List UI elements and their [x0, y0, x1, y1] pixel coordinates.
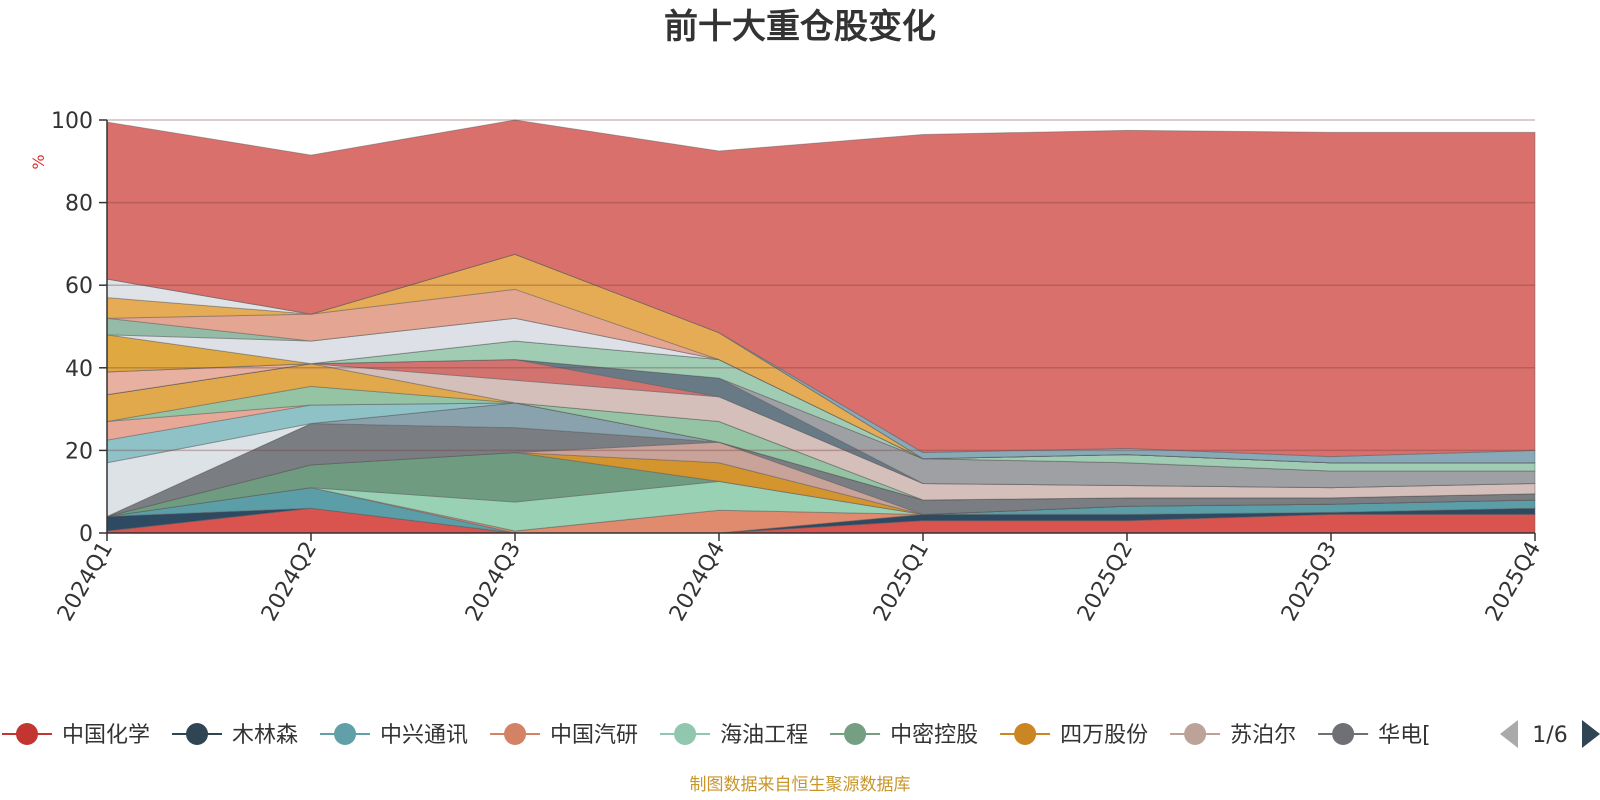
- legend-item-7[interactable]: 四万股份: [1000, 723, 1148, 748]
- y-tick-label-0: 0: [79, 522, 93, 547]
- legend-items: 中国化学 木林森 中兴通讯 中国汽研 海油工程 中密控股 四万股份 苏泊尔 华电[: [2, 723, 1431, 748]
- legend-marker-icon: [844, 723, 867, 745]
- x-tick-label-2025Q1: 2025Q1: [869, 538, 934, 626]
- y-tick-label-20: 20: [65, 439, 93, 464]
- legend-label: 木林森: [232, 723, 298, 748]
- legend-item-5[interactable]: 海油工程: [660, 723, 808, 748]
- legend-item-1[interactable]: 中国化学: [2, 723, 150, 748]
- legend-item-6[interactable]: 中密控股: [830, 723, 978, 748]
- legend: 中国化学 木林森 中兴通讯 中国汽研 海油工程 中密控股 四万股份 苏泊尔 华电[ 1/6: [2, 720, 1600, 748]
- area-series-29: [106, 119, 1536, 458]
- x-tick-label-2025Q4: 2025Q4: [1481, 538, 1546, 626]
- source-note: 制图数据来自恒生聚源数据库: [690, 775, 911, 795]
- legend-label: 中国汽研: [550, 723, 638, 748]
- x-tick-label-2024Q1: 2024Q1: [53, 538, 118, 626]
- legend-page-indicator: 1/6: [1532, 723, 1567, 748]
- chart-title: 前十大重仓股变化: [664, 7, 936, 47]
- y-tick-label-100: 100: [51, 109, 93, 134]
- x-tick-label-2025Q3: 2025Q3: [1277, 538, 1342, 626]
- legend-marker-icon: [504, 723, 527, 745]
- legend-item-4[interactable]: 中国汽研: [490, 723, 638, 748]
- y-tick-label-80: 80: [65, 192, 93, 217]
- legend-marker-icon: [186, 723, 209, 745]
- legend-label: 中兴通讯: [380, 723, 468, 748]
- legend-item-2[interactable]: 木林森: [172, 723, 298, 748]
- y-tick-label-60: 60: [65, 274, 93, 299]
- legend-item-8[interactable]: 苏泊尔: [1170, 723, 1296, 748]
- legend-prev-page-icon[interactable]: [1500, 720, 1518, 748]
- area-series-25: [106, 288, 1535, 464]
- area-series-layer: [106, 119, 1536, 534]
- legend-label: 华电[: [1378, 723, 1431, 748]
- x-tick-label-2024Q2: 2024Q2: [257, 538, 322, 626]
- grid-lines: [107, 119, 1535, 452]
- x-tick-label-2024Q4: 2024Q4: [665, 538, 730, 626]
- legend-marker-icon: [16, 723, 38, 745]
- x-tick-label-2025Q2: 2025Q2: [1073, 538, 1138, 626]
- legend-label: 苏泊尔: [1230, 723, 1296, 748]
- legend-next-page-icon[interactable]: [1582, 720, 1600, 748]
- legend-marker-icon: [674, 723, 697, 745]
- area-series-16: [106, 363, 1536, 501]
- y-tick-label-40: 40: [65, 357, 93, 382]
- legend-marker-icon: [1184, 723, 1207, 745]
- legend-label: 四万股份: [1060, 723, 1148, 748]
- legend-label: 中国化学: [62, 723, 150, 748]
- y-axis-unit: %: [29, 154, 48, 169]
- legend-item-3[interactable]: 中兴通讯: [320, 723, 468, 748]
- legend-marker-icon: [334, 723, 357, 745]
- legend-marker-icon: [1014, 723, 1037, 745]
- legend-label: 海油工程: [720, 723, 808, 748]
- x-tick-label-2024Q3: 2024Q3: [461, 538, 526, 626]
- legend-item-9[interactable]: 华电[: [1318, 723, 1431, 748]
- legend-marker-icon: [1332, 723, 1355, 745]
- legend-label: 中密控股: [890, 723, 978, 748]
